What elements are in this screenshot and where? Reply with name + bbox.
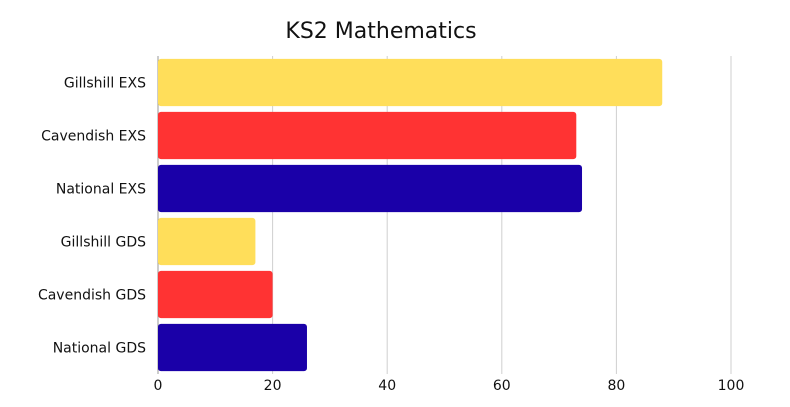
x-tick-label: 100 [718, 378, 745, 394]
category-label: Cavendish EXS [41, 129, 146, 145]
grid-lines [157, 56, 732, 374]
bar-gillshill-exs [158, 58, 663, 107]
bar-cavendish-exs [158, 111, 577, 160]
x-tick-label: 60 [493, 378, 511, 394]
bar-gillshill-gds [158, 217, 256, 266]
category-label: Gillshill EXS [64, 76, 146, 92]
category-labels: Gillshill EXS Cavendish EXS National EXS Gi… [38, 76, 146, 357]
bar-national-exs [158, 164, 583, 213]
category-label: National EXS [56, 182, 146, 198]
category-label: Cavendish GDS [38, 288, 146, 304]
chart-title: KS2 Mathematics [285, 19, 476, 44]
x-tick-label: 80 [607, 378, 625, 394]
category-label: Gillshill GDS [61, 235, 146, 251]
x-tick-label: 20 [264, 378, 282, 394]
category-label: National GDS [53, 341, 146, 357]
x-tick-labels: 0 20 40 60 80 100 [154, 378, 745, 394]
bar-national-gds [158, 323, 307, 372]
x-tick-label: 0 [154, 378, 163, 394]
x-tick-label: 40 [378, 378, 396, 394]
bar-cavendish-gds [158, 270, 273, 319]
bars [158, 58, 663, 372]
